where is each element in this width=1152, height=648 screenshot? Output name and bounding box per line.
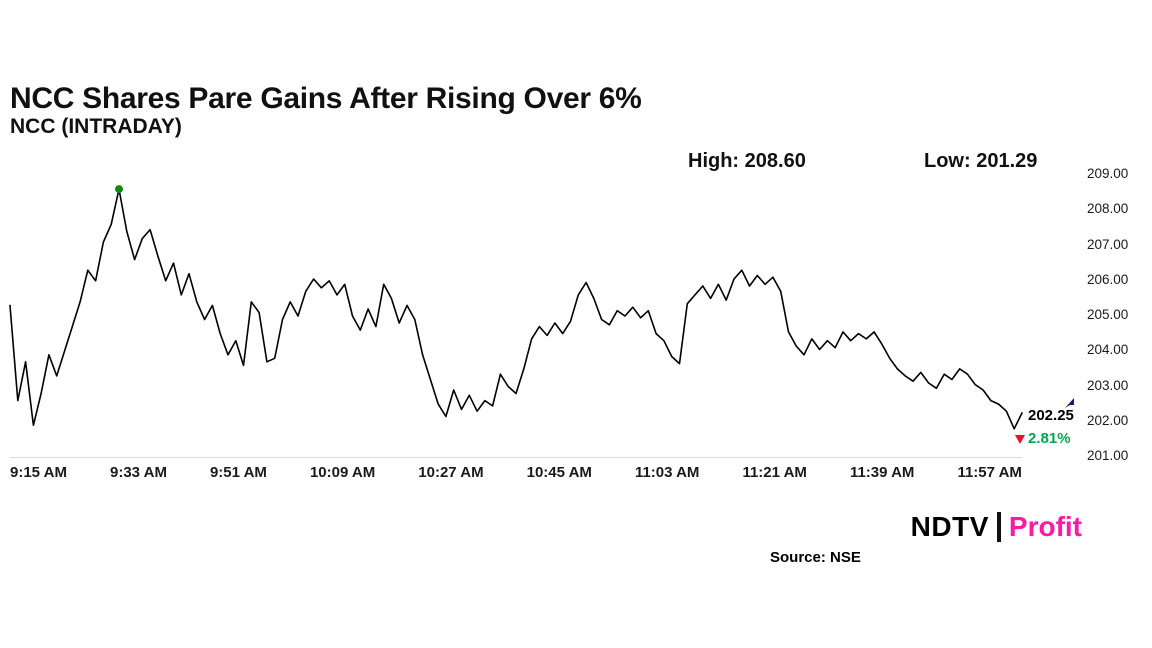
ndtv-logo-text: NDTV bbox=[910, 511, 989, 542]
x-axis-tick: 9:15 AM bbox=[10, 464, 67, 481]
x-axis-tick: 11:39 AM bbox=[849, 464, 915, 481]
change-percent: 2.81% bbox=[1028, 430, 1071, 447]
logo-divider bbox=[996, 512, 1001, 542]
page-title: NCC Shares Pare Gains After Rising Over … bbox=[10, 82, 642, 116]
source-credit: Source: NSE bbox=[770, 549, 861, 566]
x-axis-tick: 10:27 AM bbox=[418, 464, 484, 481]
price-line-svg bbox=[9, 185, 1023, 430]
x-axis-tick: 9:33 AM bbox=[109, 464, 167, 481]
low-value-label: Low: 201.29 bbox=[924, 150, 1038, 172]
y-axis-tick: 201.00 bbox=[1087, 448, 1129, 463]
x-axis-tick: 11:57 AM bbox=[957, 464, 1022, 481]
y-axis-tick: 203.00 bbox=[1087, 377, 1129, 393]
chart-subtitle: NCC (INTRADAY) bbox=[10, 115, 182, 138]
y-axis-tick: 209.00 bbox=[1087, 166, 1129, 181]
y-axis: 209.00 208.00 207.00 206.00 205.00 204.0… bbox=[1087, 166, 1128, 464]
x-axis-tick: 9:51 AM bbox=[209, 464, 267, 481]
y-axis-tick: 204.00 bbox=[1087, 342, 1129, 358]
x-axis-tick: 10:45 AM bbox=[526, 464, 592, 481]
last-price-label: 202.25 bbox=[1028, 407, 1074, 424]
x-axis-tick: 11:03 AM bbox=[634, 464, 700, 481]
y-axis-tick: 202.00 bbox=[1087, 412, 1129, 428]
latest-price-marker-icon bbox=[1065, 398, 1074, 408]
x-axis-tick: 10:09 AM bbox=[309, 464, 376, 481]
x-axis-tick: 11:21 AM bbox=[742, 464, 807, 481]
price-line-chart bbox=[9, 175, 1023, 458]
ndtv-profit-logo: NDTV Profit bbox=[911, 511, 1082, 543]
y-axis-tick: 205.00 bbox=[1087, 307, 1129, 322]
y-axis-tick: 207.00 bbox=[1087, 236, 1129, 252]
down-arrow-icon bbox=[1015, 434, 1025, 444]
y-axis-tick: 206.00 bbox=[1087, 271, 1129, 287]
high-value-label: High: 208.60 bbox=[688, 150, 806, 172]
change-percent-row: 2.81% bbox=[1015, 430, 1071, 447]
y-axis-tick: 208.00 bbox=[1087, 201, 1129, 217]
x-axis: 9:15 AM 9:33 AM 9:51 AM 10:09 AM 10:27 A… bbox=[10, 464, 1022, 481]
profit-logo-text: Profit bbox=[1008, 511, 1082, 542]
